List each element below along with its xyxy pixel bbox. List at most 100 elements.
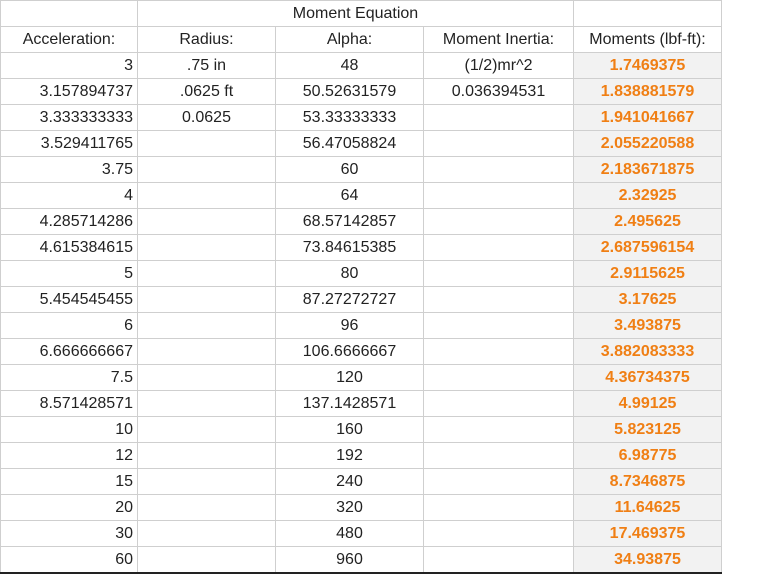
cell-radius[interactable]	[137, 390, 276, 417]
cell-moment-inertia[interactable]	[423, 286, 574, 313]
cell-alpha[interactable]: 48	[275, 52, 424, 79]
cell-moment-inertia[interactable]: 0.036394531	[423, 78, 574, 105]
cell-moment-inertia[interactable]	[423, 520, 574, 547]
cell-moment-inertia[interactable]	[423, 182, 574, 209]
cell-moment-inertia[interactable]	[423, 442, 574, 469]
cell-moments[interactable]: 2.32925	[573, 182, 722, 209]
cell-moment-inertia[interactable]	[423, 234, 574, 261]
cell-moment-inertia[interactable]	[423, 104, 574, 131]
cell-alpha[interactable]: 53.33333333	[275, 104, 424, 131]
cell-alpha[interactable]: 56.47058824	[275, 130, 424, 157]
header-acceleration[interactable]: Acceleration:	[0, 26, 138, 53]
cell-moments[interactable]: 2.183671875	[573, 156, 722, 183]
cell-alpha[interactable]: 96	[275, 312, 424, 339]
cell-acceleration[interactable]: 15	[0, 468, 138, 495]
cell-alpha[interactable]: 60	[275, 156, 424, 183]
cell-radius[interactable]	[137, 208, 276, 235]
cell-moment-inertia[interactable]	[423, 156, 574, 183]
cell-moments[interactable]: 6.98775	[573, 442, 722, 469]
cell-alpha[interactable]: 87.27272727	[275, 286, 424, 313]
cell-moment-inertia[interactable]: (1/2)mr^2	[423, 52, 574, 79]
cell-radius[interactable]: 0.0625	[137, 104, 276, 131]
cell-radius[interactable]	[137, 182, 276, 209]
cell-alpha[interactable]: 80	[275, 260, 424, 287]
cell-radius[interactable]	[137, 130, 276, 157]
cell-moments[interactable]: 2.055220588	[573, 130, 722, 157]
cell-moments[interactable]: 2.9115625	[573, 260, 722, 287]
cell-alpha[interactable]: 64	[275, 182, 424, 209]
cell-acceleration[interactable]: 3.157894737	[0, 78, 138, 105]
cell-moment-inertia[interactable]	[423, 208, 574, 235]
cell-moments[interactable]: 3.882083333	[573, 338, 722, 365]
cell-moment-inertia[interactable]	[423, 312, 574, 339]
cell-acceleration[interactable]: 4	[0, 182, 138, 209]
cell-radius[interactable]	[137, 338, 276, 365]
cell-acceleration[interactable]: 3	[0, 52, 138, 79]
header-moments[interactable]: Moments (lbf-ft):	[573, 26, 722, 53]
cell-alpha[interactable]: 120	[275, 364, 424, 391]
cell-alpha[interactable]: 73.84615385	[275, 234, 424, 261]
cell-moment-inertia[interactable]	[423, 130, 574, 157]
cell-acceleration[interactable]: 6	[0, 312, 138, 339]
cell-radius[interactable]	[137, 416, 276, 443]
cell-acceleration[interactable]: 8.571428571	[0, 390, 138, 417]
cell-moments[interactable]: 1.7469375	[573, 52, 722, 79]
cell-moments[interactable]: 4.99125	[573, 390, 722, 417]
cell-alpha[interactable]: 68.57142857	[275, 208, 424, 235]
cell-moment-inertia[interactable]	[423, 338, 574, 365]
cell-acceleration[interactable]: 4.285714286	[0, 208, 138, 235]
cell-moments[interactable]: 1.838881579	[573, 78, 722, 105]
cell-moments[interactable]: 5.823125	[573, 416, 722, 443]
cell-moments[interactable]: 8.7346875	[573, 468, 722, 495]
cell-alpha[interactable]: 960	[275, 546, 424, 574]
cell-moment-inertia[interactable]	[423, 390, 574, 417]
cell-radius[interactable]	[137, 442, 276, 469]
cell-alpha[interactable]: 106.6666667	[275, 338, 424, 365]
cell-acceleration[interactable]: 20	[0, 494, 138, 521]
cell-radius[interactable]	[137, 364, 276, 391]
cell-acceleration[interactable]: 10	[0, 416, 138, 443]
cell-acceleration[interactable]: 5.454545455	[0, 286, 138, 313]
cell-moments[interactable]: 2.687596154	[573, 234, 722, 261]
cell-moment-inertia[interactable]	[423, 364, 574, 391]
cell-moments[interactable]: 3.493875	[573, 312, 722, 339]
cell-moments[interactable]: 2.495625	[573, 208, 722, 235]
cell-radius[interactable]	[137, 234, 276, 261]
cell-moment-inertia[interactable]	[423, 416, 574, 443]
cell-acceleration[interactable]: 3.75	[0, 156, 138, 183]
cell-alpha[interactable]: 137.1428571	[275, 390, 424, 417]
cell-acceleration[interactable]: 4.615384615	[0, 234, 138, 261]
cell-moments[interactable]: 3.17625	[573, 286, 722, 313]
cell-acceleration[interactable]: 5	[0, 260, 138, 287]
cell-radius[interactable]	[137, 546, 276, 574]
cell-acceleration[interactable]: 12	[0, 442, 138, 469]
cell-radius[interactable]: .75 in	[137, 52, 276, 79]
cell-acceleration[interactable]: 3.333333333	[0, 104, 138, 131]
title-cell-spacer[interactable]	[0, 0, 138, 27]
cell-alpha[interactable]: 192	[275, 442, 424, 469]
title-cell-blank[interactable]	[573, 0, 722, 27]
cell-acceleration[interactable]: 3.529411765	[0, 130, 138, 157]
cell-moments[interactable]: 4.36734375	[573, 364, 722, 391]
cell-moment-inertia[interactable]	[423, 546, 574, 574]
cell-moments[interactable]: 11.64625	[573, 494, 722, 521]
cell-radius[interactable]	[137, 468, 276, 495]
header-alpha[interactable]: Alpha:	[275, 26, 424, 53]
cell-alpha[interactable]: 320	[275, 494, 424, 521]
cell-moment-inertia[interactable]	[423, 468, 574, 495]
cell-acceleration[interactable]: 30	[0, 520, 138, 547]
header-radius[interactable]: Radius:	[137, 26, 276, 53]
cell-moment-inertia[interactable]	[423, 260, 574, 287]
sheet-title[interactable]: Moment Equation	[137, 0, 574, 27]
cell-radius[interactable]	[137, 156, 276, 183]
cell-radius[interactable]	[137, 520, 276, 547]
cell-alpha[interactable]: 480	[275, 520, 424, 547]
cell-alpha[interactable]: 50.52631579	[275, 78, 424, 105]
cell-moments[interactable]: 17.469375	[573, 520, 722, 547]
cell-acceleration[interactable]: 7.5	[0, 364, 138, 391]
cell-moment-inertia[interactable]	[423, 494, 574, 521]
cell-acceleration[interactable]: 6.666666667	[0, 338, 138, 365]
cell-alpha[interactable]: 160	[275, 416, 424, 443]
cell-acceleration[interactable]: 60	[0, 546, 138, 574]
cell-alpha[interactable]: 240	[275, 468, 424, 495]
